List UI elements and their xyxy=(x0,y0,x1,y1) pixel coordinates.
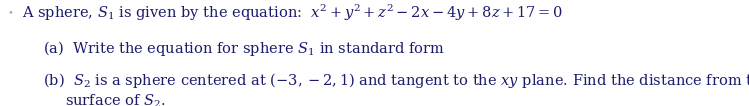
Text: (a)  Write the equation for sphere $S_1$ in standard form: (a) Write the equation for sphere $S_1$ … xyxy=(43,39,446,58)
Text: A sphere, $S_1$ is given by the equation:  $x^2 + y^2 + z^2 - 2x - 4y + 8z + 17 : A sphere, $S_1$ is given by the equation… xyxy=(22,3,564,23)
Text: surface of $S_2$.: surface of $S_2$. xyxy=(65,93,166,106)
Text: (b)  $S_2$ is a sphere centered at $(-3, -2, 1)$ and tangent to the $xy$ plane. : (b) $S_2$ is a sphere centered at $(-3, … xyxy=(43,70,749,90)
Text: •: • xyxy=(7,9,13,18)
